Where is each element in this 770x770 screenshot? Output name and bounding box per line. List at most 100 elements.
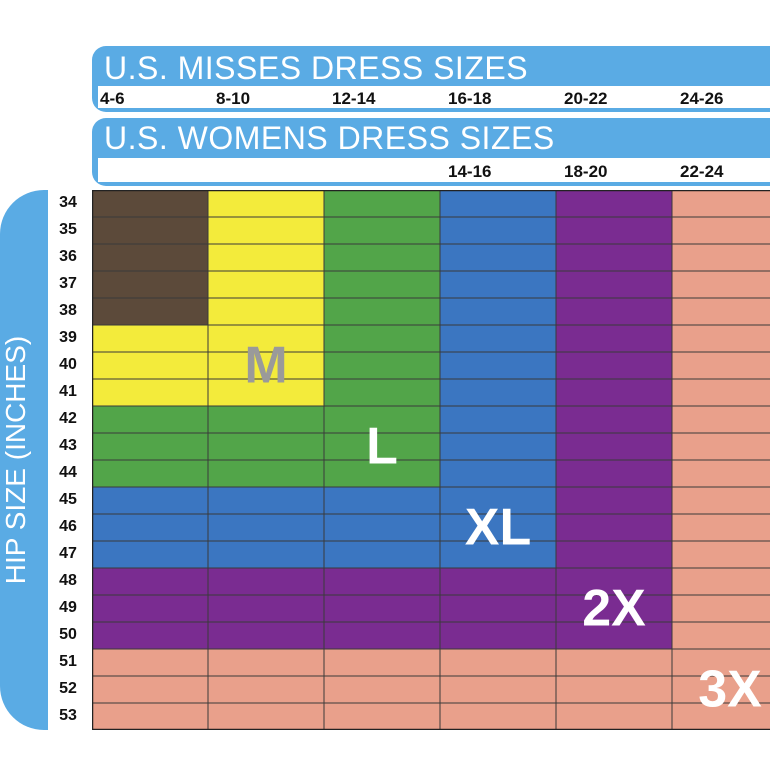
misses-sizes-bar: [98, 86, 770, 108]
size-cell-3x: [207, 648, 325, 677]
size-cell-l: [323, 459, 441, 488]
size-cell-l: [323, 190, 441, 218]
size-cell-3x: [92, 675, 209, 704]
size-cell-3x: [671, 270, 770, 299]
size-cell-xl: [439, 270, 557, 299]
size-cell-3x: [671, 405, 770, 434]
womens-sizes-band: U.S. WOMENS DRESS SIZES: [92, 118, 770, 186]
size-cell-3x: [671, 540, 770, 569]
hip-size-axis-title: HIP SIZE (INCHES): [0, 335, 31, 585]
size-cell-3x: [671, 648, 770, 677]
size-cell-2x: [323, 567, 441, 596]
size-cell-xl: [323, 486, 441, 515]
hip-size-label: 34: [59, 194, 77, 211]
size-cell-2x: [555, 378, 673, 407]
size-cell-l: [92, 405, 209, 434]
size-cell-l: [323, 351, 441, 380]
size-cell-l: [323, 270, 441, 299]
size-cell-2x: [555, 567, 673, 596]
size-cell-3x: [439, 648, 557, 677]
hip-size-label: 45: [59, 491, 77, 508]
misses-sizes-title: U.S. MISSES DRESS SIZES: [104, 50, 529, 86]
hip-size-label: 40: [59, 356, 77, 373]
hip-size-label: 44: [59, 464, 77, 481]
hip-size-label: 47: [59, 545, 77, 562]
size-cell-3x: [323, 702, 441, 730]
size-cell-2x: [92, 594, 209, 623]
womens-size-label: 14-16: [448, 162, 492, 181]
size-cell-3x: [555, 648, 673, 677]
size-cell-2x: [555, 297, 673, 326]
hip-size-label: 43: [59, 437, 77, 454]
size-cell-3x: [207, 675, 325, 704]
size-cell-m: [207, 270, 325, 299]
size-cell-m: [207, 324, 325, 353]
size-cell-3x: [207, 702, 325, 730]
size-cell-xl: [439, 190, 557, 218]
size-cell-xl: [439, 432, 557, 461]
misses-sizes-band: U.S. MISSES DRESS SIZES: [92, 46, 770, 112]
size-cell-xl: [207, 486, 325, 515]
size-cell-s: [92, 243, 209, 272]
size-cell-2x: [555, 459, 673, 488]
size-cell-l: [207, 405, 325, 434]
womens-size-label: 18-20: [564, 162, 608, 181]
size-chart-grid: M L XL 2X 3X: [92, 190, 770, 730]
size-cell-xl: [92, 540, 209, 569]
hip-size-label: 37: [59, 275, 77, 292]
size-cell-l: [323, 432, 441, 461]
grid-border: [92, 190, 770, 730]
size-cell-m: [92, 351, 209, 380]
size-cell-3x: [671, 702, 770, 730]
hip-size-label: 53: [59, 707, 77, 724]
size-cell-3x: [671, 513, 770, 542]
hip-size-label: 52: [59, 680, 77, 697]
size-cell-3x: [671, 432, 770, 461]
misses-size-label: 24-26: [680, 89, 724, 108]
size-cell-2x: [207, 594, 325, 623]
size-cell-xl: [207, 513, 325, 542]
womens-sizes-bar: [98, 158, 770, 182]
size-cell-l: [323, 324, 441, 353]
size-cell-2x: [555, 513, 673, 542]
size-cell-s: [92, 216, 209, 245]
size-cell-3x: [555, 702, 673, 730]
size-cell-3x: [671, 486, 770, 515]
size-cell-xl: [439, 297, 557, 326]
size-region-label: 3X: [698, 661, 762, 719]
size-cell-xl: [439, 486, 557, 515]
hip-size-label: 50: [59, 626, 77, 643]
size-cell-2x: [555, 216, 673, 245]
size-cell-m: [92, 324, 209, 353]
size-cell-s: [92, 270, 209, 299]
size-cell-2x: [207, 621, 325, 650]
size-cell-3x: [671, 675, 770, 704]
size-cell-l: [323, 405, 441, 434]
size-cell-3x: [439, 675, 557, 704]
hip-size-label: 49: [59, 599, 77, 616]
size-cell-l: [323, 378, 441, 407]
size-cell-3x: [323, 675, 441, 704]
misses-size-label: 16-18: [448, 89, 492, 108]
hip-size-column: [48, 190, 88, 730]
size-cell-l: [207, 432, 325, 461]
size-cell-xl: [439, 351, 557, 380]
size-cell-m: [207, 190, 325, 218]
size-cell-2x: [207, 567, 325, 596]
size-cell-xl: [92, 513, 209, 542]
size-cell-m: [92, 378, 209, 407]
size-cell-2x: [555, 486, 673, 515]
size-region-label: XL: [465, 499, 531, 557]
size-cell-xl: [439, 324, 557, 353]
size-cell-3x: [671, 216, 770, 245]
misses-size-label: 4-6: [100, 89, 125, 108]
size-cell-s: [92, 190, 209, 218]
size-cell-3x: [92, 702, 209, 730]
size-cell-3x: [555, 675, 673, 704]
womens-sizes-title: U.S. WOMENS DRESS SIZES: [104, 120, 555, 156]
size-cell-3x: [671, 297, 770, 326]
size-cell-2x: [92, 621, 209, 650]
size-cell-l: [92, 432, 209, 461]
size-cell-m: [207, 216, 325, 245]
size-cell-2x: [555, 270, 673, 299]
